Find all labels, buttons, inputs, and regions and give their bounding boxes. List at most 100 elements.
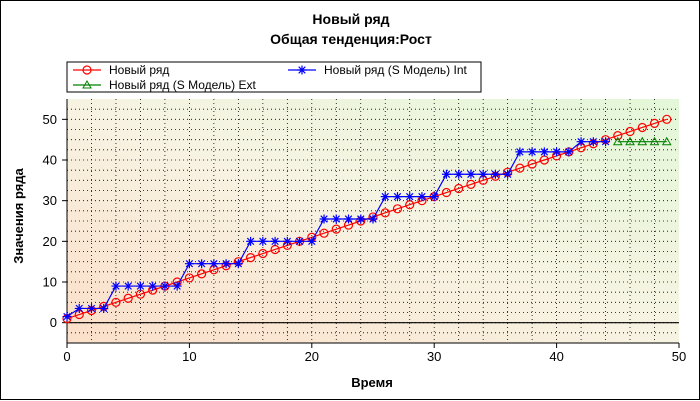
data-point-shape [356, 214, 366, 224]
data-point [258, 236, 268, 246]
data-point [319, 214, 329, 224]
data-point-shape [233, 259, 243, 269]
data-point [123, 281, 133, 291]
x-tick-label: 20 [305, 349, 319, 364]
data-point-shape [368, 214, 378, 224]
data-point-shape [99, 303, 109, 313]
data-point-shape [515, 163, 525, 173]
data-point [356, 214, 366, 224]
data-point-shape [221, 259, 231, 269]
data-point-shape [123, 281, 133, 291]
data-point-shape [246, 253, 256, 263]
data-point-shape [295, 236, 305, 246]
data-point-shape [662, 114, 672, 124]
data-point [576, 137, 586, 147]
data-point [86, 303, 96, 313]
data-point [197, 269, 207, 279]
data-point [625, 126, 635, 137]
data-point-shape [392, 192, 402, 202]
data-point [490, 169, 500, 179]
data-point-shape [588, 137, 598, 147]
data-point [601, 137, 611, 147]
data-point [74, 303, 84, 313]
data-point [515, 147, 525, 157]
y-tick-label: 10 [43, 275, 57, 290]
data-point [123, 293, 133, 303]
data-point-shape [527, 159, 537, 169]
data-point-shape [478, 169, 488, 179]
legend-label: Новый ряд [109, 63, 169, 77]
data-point-shape [62, 312, 72, 322]
data-point [380, 192, 390, 202]
data-point [649, 136, 660, 146]
data-point [62, 312, 72, 322]
legend-swatch-marker-shape [82, 79, 92, 89]
data-point [478, 169, 488, 179]
data-point-shape [172, 281, 182, 291]
data-point [160, 281, 170, 291]
data-point-shape [649, 136, 660, 146]
legend-entry: Новый ряд [73, 63, 169, 77]
y-tick-label: 40 [43, 153, 57, 168]
data-point-shape [270, 236, 280, 246]
data-point [184, 273, 194, 283]
data-point [539, 147, 549, 157]
legend-swatch-marker-shape [297, 65, 307, 75]
data-point [661, 136, 672, 146]
data-point [184, 259, 194, 269]
data-point-shape [441, 169, 451, 179]
data-point [307, 236, 317, 246]
data-point-shape [331, 224, 341, 234]
data-point [197, 259, 207, 269]
legend: Новый ряд Новый ряд (S Модель) Int Новый р… [66, 61, 482, 93]
data-point [613, 131, 623, 141]
legend-label: Новый ряд (S Модель) Ext [109, 78, 256, 92]
data-point [405, 192, 415, 202]
data-point [331, 214, 341, 224]
data-point [380, 208, 390, 218]
data-point-shape [539, 147, 549, 157]
data-point [454, 183, 464, 194]
data-point-shape [160, 281, 170, 291]
data-point-shape [527, 147, 537, 157]
data-point [441, 187, 452, 198]
data-point [111, 297, 121, 307]
y-axis-label: Значения ряда [11, 167, 26, 263]
series-2 [62, 137, 611, 322]
data-point-shape [148, 281, 158, 291]
data-point-shape [612, 136, 623, 146]
data-point-shape [637, 136, 648, 146]
data-point [282, 236, 292, 246]
series-3 [612, 136, 672, 146]
data-point [172, 281, 182, 291]
data-point-shape [490, 169, 500, 179]
data-point [111, 281, 121, 291]
x-axis-label: Время [351, 375, 393, 390]
x-tick-label: 0 [63, 349, 70, 364]
data-point-shape [515, 147, 525, 157]
data-point-shape [319, 228, 329, 238]
data-point [417, 192, 427, 202]
data-point-shape [123, 293, 133, 303]
data-point [466, 179, 476, 189]
data-point [649, 118, 660, 129]
legend-box [66, 61, 482, 93]
data-point [368, 214, 378, 224]
data-point [552, 147, 562, 157]
data-point-shape [258, 248, 268, 259]
data-point-shape [564, 147, 574, 157]
data-point-shape [417, 192, 427, 202]
data-point-shape [466, 179, 476, 189]
x-tick-label: 10 [182, 349, 196, 364]
data-point-shape [441, 187, 452, 198]
data-point [319, 228, 329, 238]
data-point-shape [503, 169, 513, 179]
data-point-shape [576, 137, 586, 147]
data-point [588, 137, 598, 147]
data-point-shape [405, 192, 415, 202]
data-point [221, 259, 231, 269]
data-point [392, 204, 403, 214]
data-point-shape [466, 169, 476, 179]
data-point [637, 122, 647, 133]
